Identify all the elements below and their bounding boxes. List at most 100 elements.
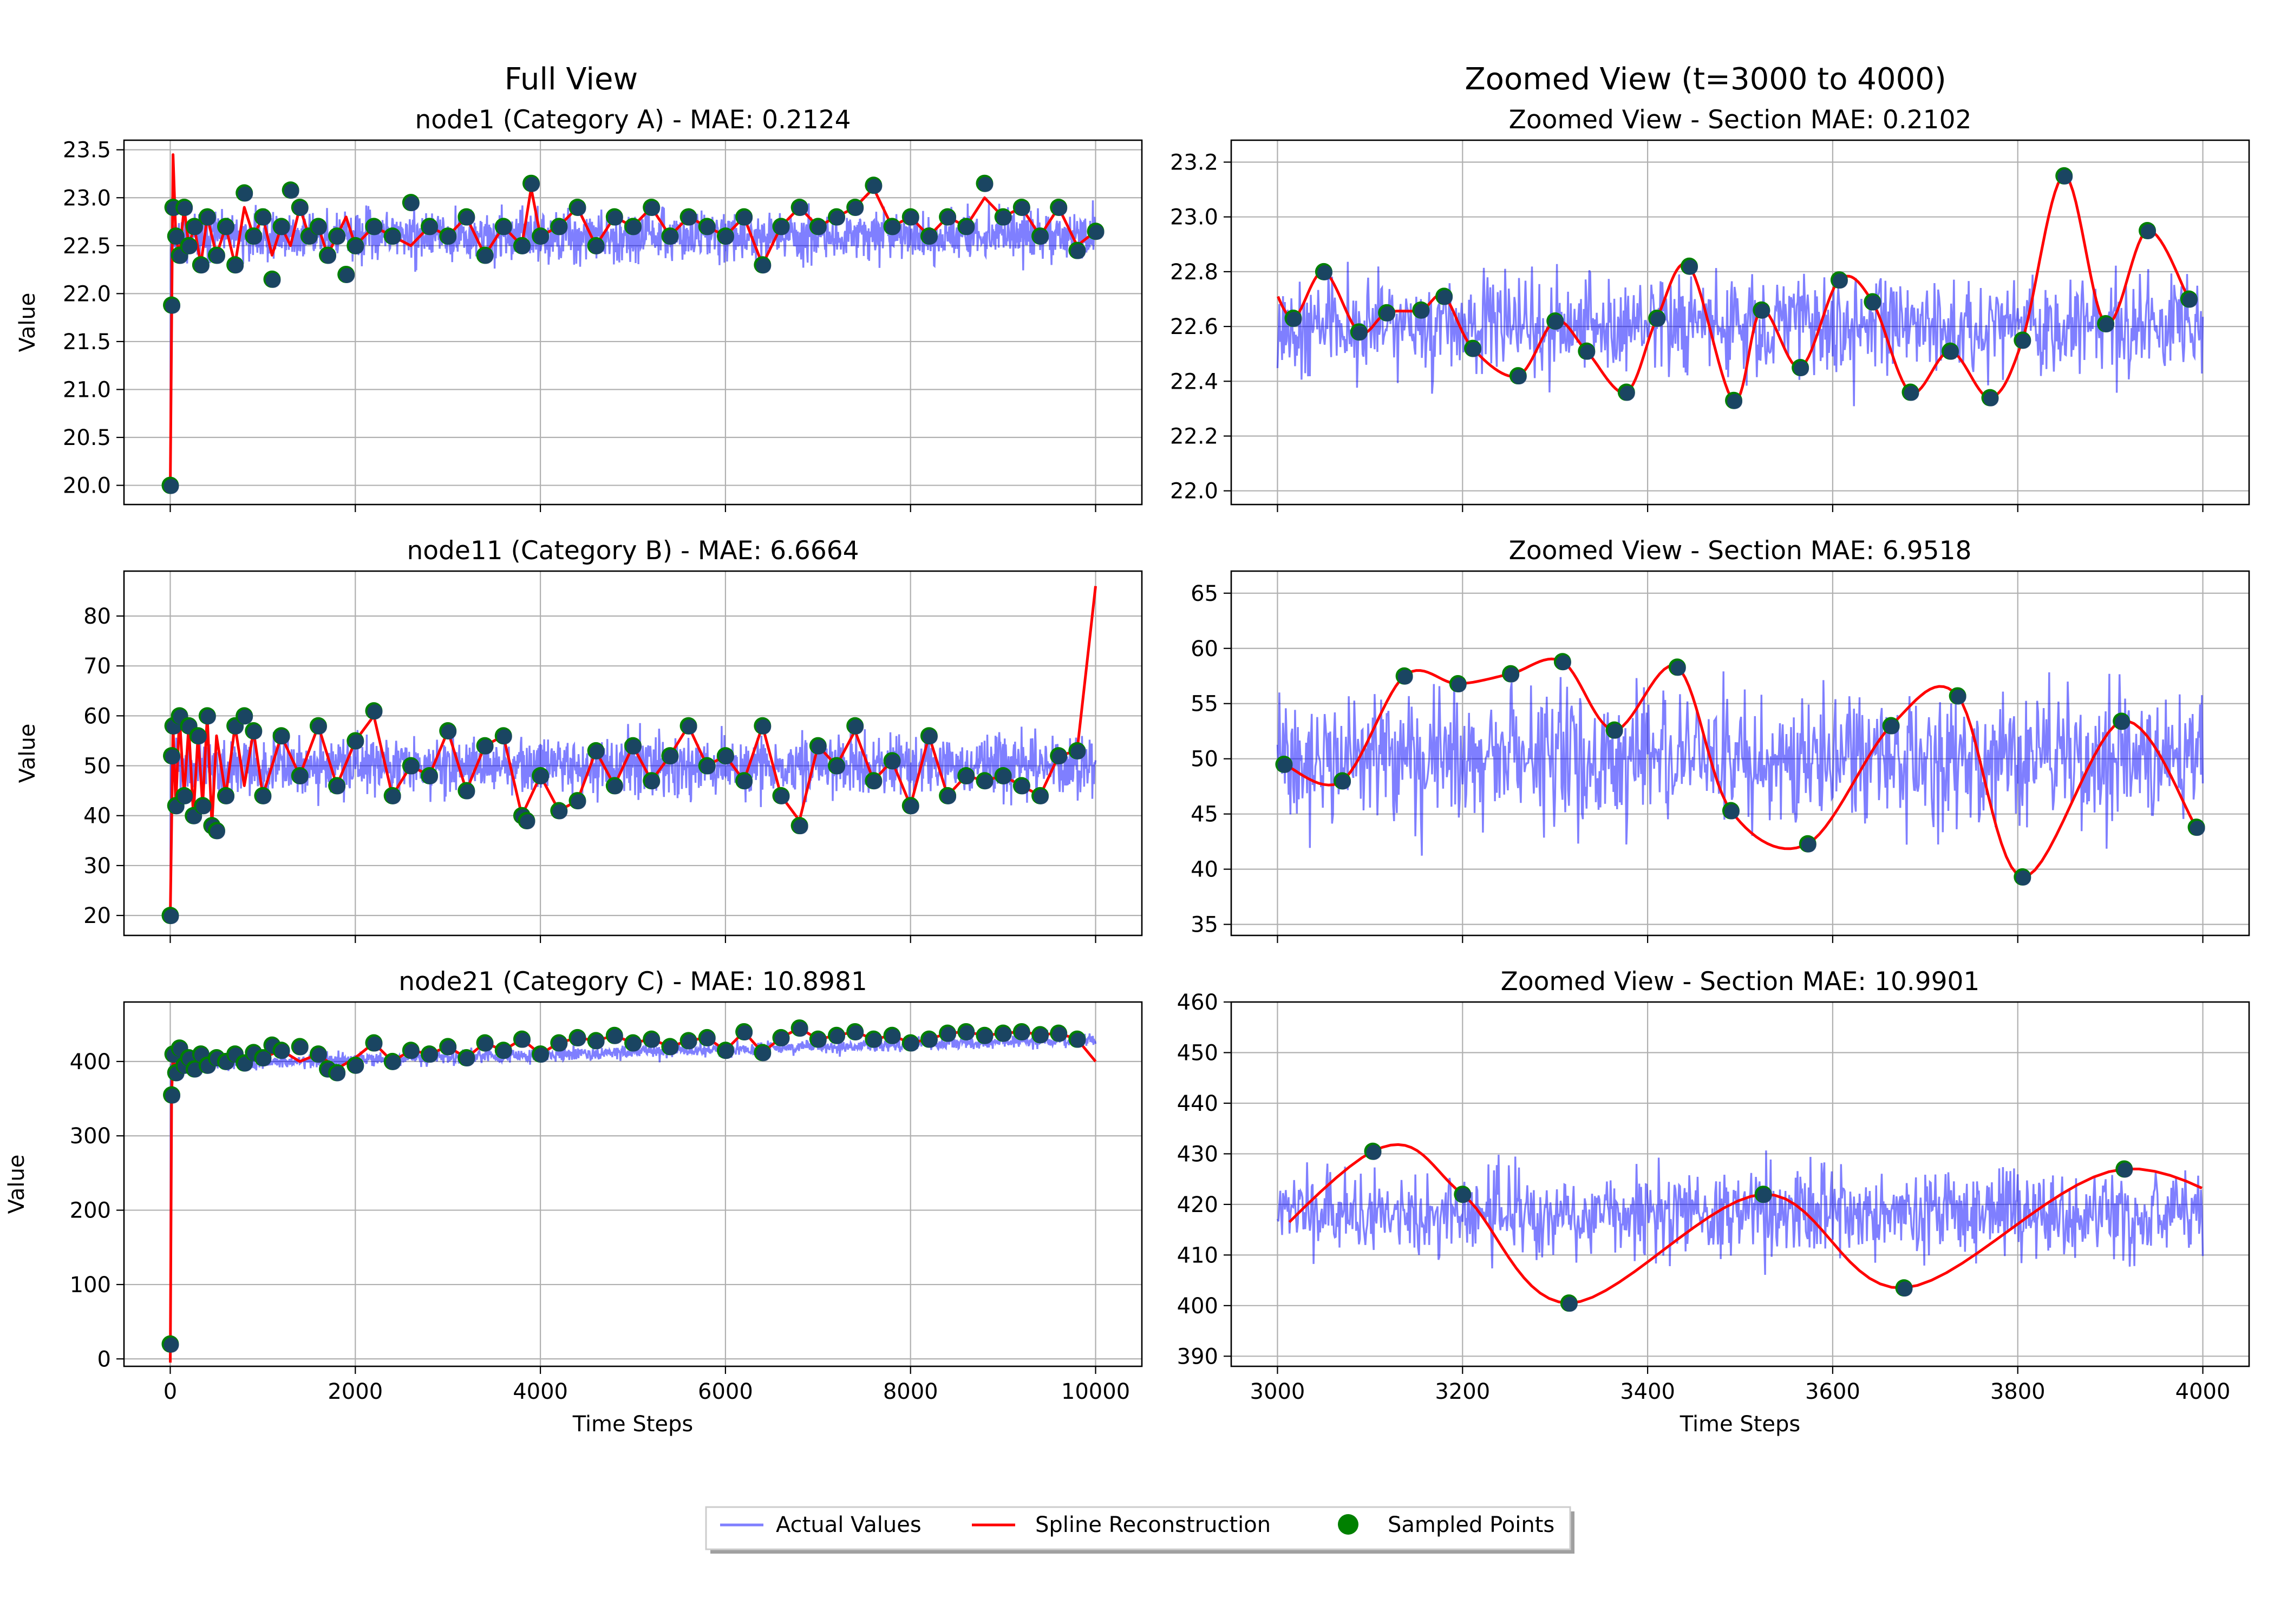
sampled-point-overlay — [1556, 655, 1571, 671]
legend-spline-label: Spline Reconstruction — [1035, 1512, 1271, 1537]
sampled-point-overlay — [1724, 804, 1740, 820]
sampled-point-overlay — [515, 1032, 531, 1048]
series-sampled-points — [161, 702, 1086, 925]
legend-sampled-marker — [1338, 1514, 1358, 1535]
y-tick-label: 200 — [70, 1199, 111, 1223]
series-sampled-points — [1275, 653, 2205, 886]
sampled-point-overlay — [2016, 333, 2031, 349]
sampled-point-overlay — [663, 1040, 679, 1056]
y-tick-label: 30 — [83, 854, 111, 879]
sampled-point-overlay — [1034, 1028, 1049, 1044]
sampled-point-overlay — [404, 1044, 420, 1059]
sampled-point-overlay — [571, 1031, 586, 1046]
plot-area — [1275, 653, 2205, 886]
series-sampled-points — [161, 1019, 1086, 1353]
sampled-point-overlay — [164, 1337, 179, 1353]
sampled-point-overlay — [1801, 837, 1816, 853]
sampled-point-overlay — [385, 230, 401, 245]
sampled-point-overlay — [293, 200, 309, 216]
sampled-point-overlay — [164, 909, 179, 925]
sampled-point-overlay — [1562, 1296, 1578, 1312]
sampled-point-overlay — [682, 1034, 697, 1050]
sampled-point-overlay — [774, 789, 790, 804]
sampled-point-overlay — [1352, 325, 1368, 341]
sampled-point-overlay — [885, 1029, 901, 1044]
y-tick-label: 22.0 — [63, 281, 111, 306]
sampled-point-overlay — [1336, 774, 1351, 790]
axes-frame — [123, 139, 1143, 506]
sampled-point-overlay — [1983, 391, 1999, 407]
axes-frame — [123, 1001, 1143, 1367]
sampled-point-overlay — [830, 1029, 845, 1044]
series-actual-values — [1276, 671, 2204, 856]
sampled-point-overlay — [1943, 344, 1959, 360]
sampled-point-overlay — [534, 769, 550, 784]
sampled-point-overlay — [265, 272, 281, 288]
sampled-point-overlay — [423, 769, 438, 784]
sampled-point-overlay — [1670, 660, 1686, 676]
sampled-point-overlay — [339, 267, 355, 283]
sampled-point-overlay — [311, 220, 327, 235]
sampled-point-overlay — [404, 759, 420, 775]
y-tick-label: 420 — [1177, 1193, 1218, 1217]
sampled-point-overlay — [867, 1032, 883, 1048]
sampled-point-overlay — [1034, 230, 1049, 245]
x-axis-label: Time Steps — [572, 1412, 694, 1437]
sampled-point-overlay — [1015, 779, 1030, 795]
sampled-point-overlay — [496, 1044, 512, 1059]
sampled-point-overlay — [478, 1036, 494, 1052]
sampled-point-overlay — [848, 1025, 864, 1040]
series-spline-reconstruction — [1277, 174, 2191, 402]
sampled-point-overlay — [194, 258, 210, 274]
y-tick-label: 40 — [1191, 857, 1218, 882]
sampled-point-overlay — [1414, 303, 1430, 319]
sampled-point-overlay — [404, 196, 420, 212]
panel-zoom-node1: Zoomed View - Section MAE: 0.2102 22.0 22.… — [1170, 105, 2250, 512]
sampled-point-overlay — [330, 1066, 346, 1082]
sampled-point-overlay — [922, 230, 938, 245]
sampled-point-overlay — [756, 719, 772, 735]
sampled-point-overlay — [200, 709, 216, 725]
sampled-point-overlay — [2118, 1162, 2133, 1178]
sampled-point-overlay — [1794, 361, 1809, 376]
sampled-point-overlay — [460, 210, 475, 226]
sampled-point-overlay — [959, 220, 975, 235]
sampled-point-overlay — [441, 230, 457, 245]
sampled-point-overlay — [2057, 169, 2073, 185]
y-tick-label: 22.6 — [1170, 315, 1218, 339]
sampled-point-overlay — [165, 749, 181, 765]
sampled-point-overlay — [1397, 669, 1413, 685]
series-actual-values — [169, 723, 1097, 916]
sampled-point-overlay — [178, 200, 193, 216]
plot-area — [161, 153, 1105, 494]
sampled-point-overlay — [922, 1032, 938, 1048]
panel-zoom-node21: Zoomed View - Section MAE: 10.9901 3000 32… — [1177, 967, 2250, 1437]
sampled-point-overlay — [718, 230, 734, 245]
sampled-point-overlay — [219, 220, 234, 235]
sampled-point-overlay — [996, 769, 1012, 784]
sampled-point-overlay — [867, 179, 883, 194]
sampled-point-overlay — [571, 794, 586, 810]
sampled-point-overlay — [367, 704, 383, 720]
sampled-point-overlay — [478, 248, 494, 264]
y-tick-label: 430 — [1177, 1142, 1218, 1167]
sampled-point-overlay — [275, 729, 290, 745]
sampled-point-overlay — [1052, 749, 1068, 765]
sampled-point-overlay — [1608, 723, 1623, 739]
sampled-point-overlay — [256, 210, 272, 226]
series-actual-values — [1276, 1150, 2204, 1275]
sampled-point-overlay — [756, 1046, 772, 1062]
sampled-point-overlay — [885, 754, 901, 770]
sampled-point-overlay — [718, 1044, 734, 1059]
sampled-point-overlay — [1070, 1032, 1086, 1048]
sampled-point-overlay — [525, 176, 540, 192]
y-tick-label: 22.0 — [1170, 479, 1218, 504]
panel-zoom-node11: Zoomed View - Section MAE: 6.9518 35 40 45 5… — [1191, 536, 2250, 943]
sampled-point-overlay — [626, 739, 642, 755]
sampled-point-overlay — [534, 230, 550, 245]
sampled-point-overlay — [848, 200, 864, 216]
axes-frame — [1230, 139, 2250, 506]
sampled-point-overlay — [247, 724, 263, 740]
sampled-point-overlay — [774, 220, 790, 235]
